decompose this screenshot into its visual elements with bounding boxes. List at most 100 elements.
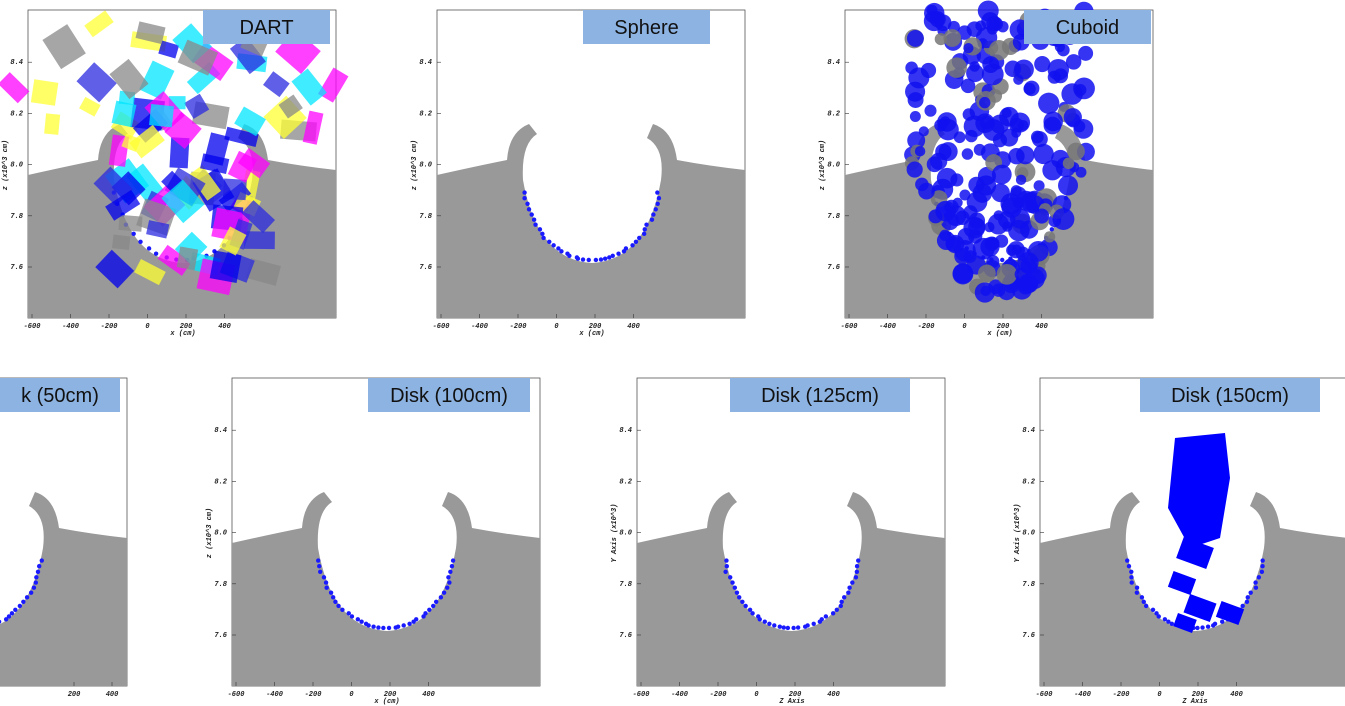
x-tick-label: 0 <box>554 323 558 331</box>
fragment <box>161 170 183 193</box>
particle <box>317 564 322 569</box>
particle <box>781 625 786 630</box>
ground <box>0 492 127 686</box>
particle <box>607 255 612 260</box>
particle <box>1166 619 1171 624</box>
y-tick-label: 8.4 <box>827 59 840 67</box>
particle <box>641 231 647 236</box>
particle <box>547 239 552 244</box>
fragment <box>1008 147 1025 165</box>
particle <box>811 621 816 626</box>
ground <box>232 492 540 686</box>
particle <box>39 558 44 563</box>
fragment <box>986 254 1000 268</box>
fragment <box>229 36 266 75</box>
particle <box>1141 599 1146 604</box>
particle <box>728 575 733 580</box>
panel: -600 -400 -200 0 200 400 7.6 7.8 8.0 8.2 8.4 x (cm)… <box>0 9 349 338</box>
x-tick-label: 0 <box>962 323 966 331</box>
fragment <box>318 67 349 103</box>
fragment <box>1014 59 1034 80</box>
x-tick-label: -600 <box>633 691 650 699</box>
fragment <box>76 62 117 103</box>
fragment <box>963 43 974 54</box>
x-tick-label: -600 <box>24 323 41 331</box>
fragment <box>1011 127 1022 138</box>
particle <box>328 590 334 595</box>
fragment <box>291 68 327 106</box>
y-tick-label: 7.8 <box>827 213 840 221</box>
label-box <box>1140 378 1320 412</box>
fragment <box>135 21 166 45</box>
fragment <box>918 182 935 200</box>
x-axis-label: x (cm) <box>169 330 195 338</box>
panel-label: DART <box>239 17 293 39</box>
particle <box>540 231 545 236</box>
y-tick-label: 8.2 <box>419 110 432 118</box>
y-tick-label: 7.8 <box>619 581 632 589</box>
x-tick-label: 400 <box>422 691 435 699</box>
particle <box>593 257 599 263</box>
particle <box>431 603 436 609</box>
particle <box>529 212 534 217</box>
particle <box>17 603 23 609</box>
x-tick-label: -400 <box>471 323 488 331</box>
particle <box>324 585 329 590</box>
particle <box>854 564 860 569</box>
fragment <box>219 226 247 256</box>
particle <box>427 607 432 612</box>
label-box <box>730 378 910 412</box>
fragment <box>1008 219 1030 242</box>
particle <box>1129 580 1134 585</box>
particle <box>413 617 419 622</box>
particle <box>1134 590 1140 595</box>
fragment <box>1168 433 1230 548</box>
y-tick-label: 8.4 <box>1022 427 1035 435</box>
x-tick-label: 0 <box>1157 691 1161 699</box>
fragment <box>1058 175 1079 196</box>
particle <box>450 558 456 563</box>
particle <box>407 621 412 626</box>
label-box <box>203 10 330 44</box>
particle <box>575 256 581 261</box>
panel-label: Sphere <box>614 17 679 39</box>
particle <box>610 253 615 258</box>
fragment <box>991 164 1012 185</box>
particle <box>366 623 371 628</box>
fragment <box>979 115 994 130</box>
particle <box>586 257 591 263</box>
fragment <box>1011 244 1022 255</box>
fragment <box>924 104 937 117</box>
particle <box>541 235 546 241</box>
particle <box>655 201 660 207</box>
x-tick-label: -200 <box>510 323 527 331</box>
fragment <box>918 126 929 137</box>
particle <box>421 614 426 619</box>
y-tick-label: 8.0 <box>619 530 632 538</box>
particle <box>723 569 728 575</box>
particle <box>767 621 772 626</box>
y-tick-label: 8.0 <box>10 162 23 170</box>
x-tick-label: 200 <box>180 323 193 331</box>
x-tick-label: 200 <box>789 691 802 699</box>
x-tick-label: -200 <box>710 691 727 699</box>
particle <box>376 625 381 630</box>
particle <box>602 256 608 261</box>
particle <box>138 239 143 244</box>
fragment <box>960 78 976 94</box>
x-tick-label: -200 <box>1113 691 1130 699</box>
y-tick-label: 8.0 <box>419 162 432 170</box>
fragment <box>109 58 149 100</box>
label-box <box>368 378 530 412</box>
particle <box>381 625 386 631</box>
x-tick-label: 200 <box>1192 691 1205 699</box>
x-tick-label: 400 <box>1035 323 1048 331</box>
panel-label: Disk (150cm) <box>1171 385 1289 407</box>
fragment <box>1062 157 1075 170</box>
fragment <box>982 56 1000 73</box>
fragment <box>998 283 1016 301</box>
particle <box>1125 558 1130 563</box>
x-tick-label: 200 <box>589 323 602 331</box>
y-axis-label: z (x10^3 cm) <box>818 140 827 190</box>
fragment <box>991 183 1010 203</box>
